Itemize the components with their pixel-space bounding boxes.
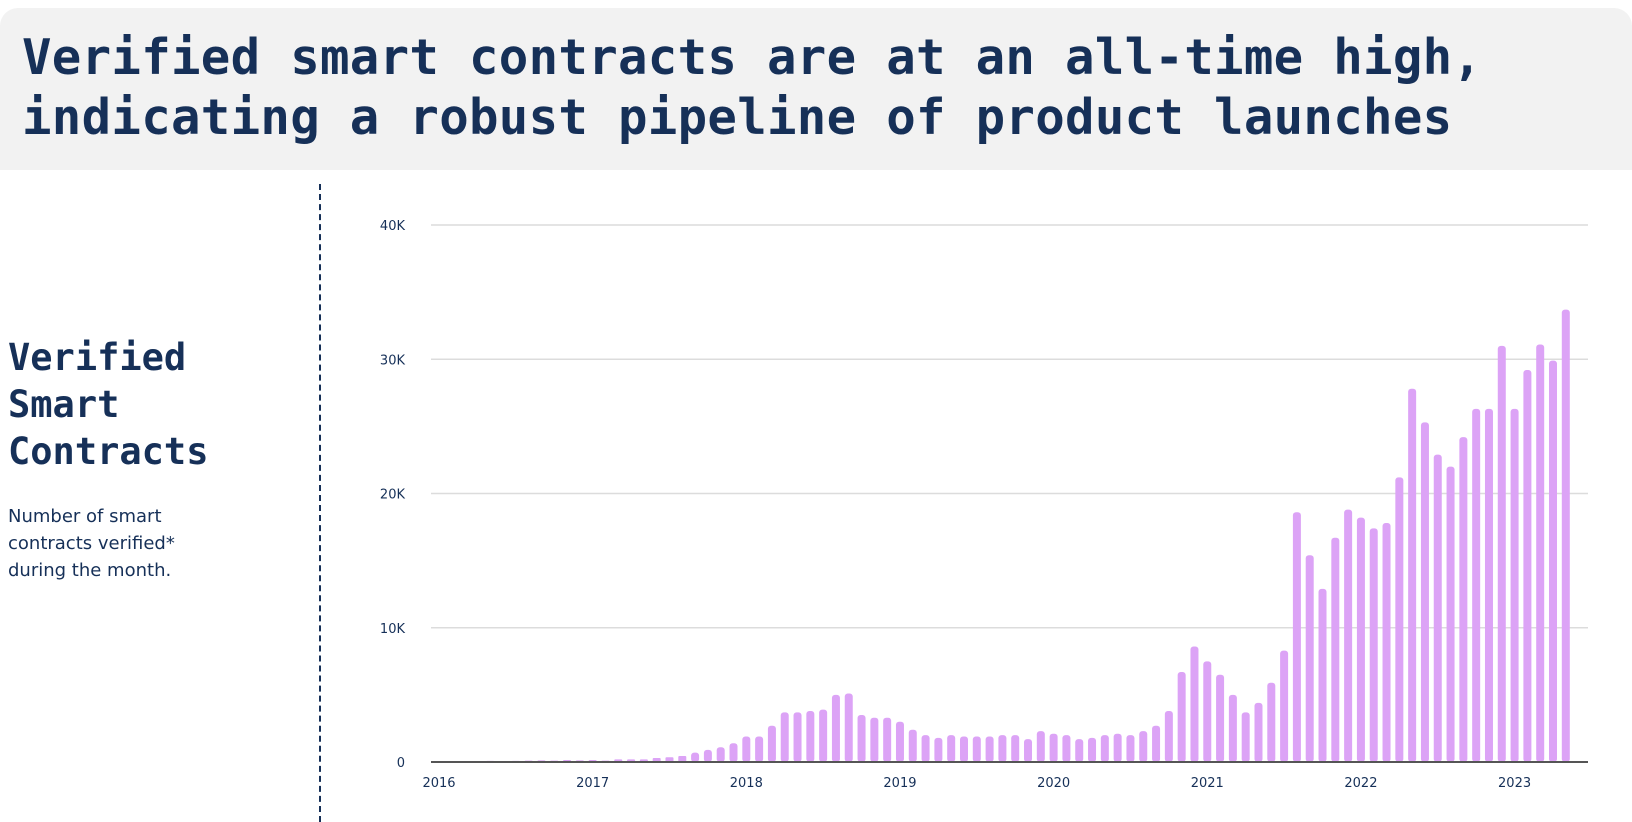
bar [1036, 731, 1045, 762]
x-tick-label: 2023 [1498, 776, 1531, 791]
bar [1241, 712, 1250, 762]
bar [1024, 739, 1033, 762]
bar-layer [473, 309, 1570, 762]
bar [857, 715, 866, 762]
bar [729, 743, 738, 762]
bar [703, 749, 712, 762]
side-description: Number of smart contracts verified* duri… [8, 506, 175, 581]
x-tick-label: 2021 [1191, 776, 1224, 791]
bar [1190, 646, 1199, 762]
bar [691, 752, 700, 762]
bar [1561, 309, 1570, 762]
bar [665, 757, 674, 762]
bar [831, 694, 840, 762]
bar [1280, 650, 1289, 762]
x-tick-label: 2022 [1344, 776, 1377, 791]
bar [908, 729, 917, 762]
y-tick-label: 40K [380, 219, 406, 234]
bar [1446, 466, 1455, 762]
bar [793, 712, 802, 762]
bar [1382, 523, 1391, 762]
bar [921, 735, 930, 762]
y-tick-label: 30K [380, 353, 406, 368]
bar [895, 721, 904, 762]
bar [844, 693, 853, 762]
bar [1433, 454, 1442, 762]
bar [985, 736, 994, 762]
bar [998, 735, 1007, 762]
bar [1139, 731, 1148, 762]
x-tick-label: 2018 [730, 776, 763, 791]
bar [806, 710, 815, 762]
bar [1549, 360, 1557, 762]
bar [1267, 682, 1276, 762]
bar [678, 755, 687, 762]
bar [1472, 408, 1481, 762]
bar [1536, 344, 1545, 762]
bar [1049, 733, 1058, 762]
bar [1164, 710, 1173, 762]
bar [1292, 512, 1301, 762]
bar [1203, 661, 1212, 762]
bar [652, 757, 661, 762]
y-tick-label: 0 [397, 756, 405, 771]
side-title: Verified Smart Contracts [8, 336, 209, 473]
bar [1331, 537, 1340, 762]
bar [1088, 737, 1097, 762]
bar [1356, 517, 1365, 762]
bar [1510, 408, 1519, 762]
dashed-divider [319, 184, 321, 822]
bar [1408, 388, 1417, 762]
bar [947, 735, 956, 762]
bar [1484, 408, 1493, 762]
bar [1062, 735, 1071, 762]
bar [1011, 735, 1020, 762]
bar [1305, 555, 1314, 762]
bar [1369, 528, 1378, 762]
bar [1100, 735, 1109, 762]
bar [1126, 735, 1135, 762]
grid-layer [431, 224, 1588, 629]
bar [742, 736, 751, 762]
headline-text: Verified smart contracts are at an all-t… [22, 29, 1483, 146]
bar [755, 736, 764, 762]
bar [1177, 672, 1186, 762]
y-tick-label: 20K [380, 488, 406, 503]
bar [1228, 694, 1237, 762]
x-tick-label: 2017 [576, 776, 609, 791]
bar [1075, 739, 1084, 762]
x-tick-label: 2019 [883, 776, 916, 791]
bar [1318, 588, 1327, 762]
x-tick-label: 2016 [422, 776, 455, 791]
headline-banner [0, 8, 1632, 170]
y-tick-label: 10K [380, 622, 406, 637]
bar [934, 737, 943, 762]
headline: Verified smart contracts are at an all-t… [22, 28, 1602, 148]
bar [1523, 369, 1532, 762]
bar [1152, 725, 1161, 762]
bar [1254, 702, 1263, 762]
bar [1459, 437, 1468, 762]
label-layer: 0 10K 20K 30K 40K 2016 2017 2018 2019 2020 2021 202… [380, 219, 1531, 791]
bar [870, 717, 879, 762]
bar [1420, 422, 1429, 762]
bar [959, 736, 968, 762]
bar [819, 709, 828, 762]
bar [1216, 674, 1225, 762]
bar [767, 725, 776, 762]
bar [1395, 477, 1404, 762]
bar [780, 712, 789, 762]
bar [883, 717, 892, 762]
bar [972, 736, 981, 762]
x-tick-label: 2020 [1037, 776, 1070, 791]
bar [1113, 733, 1122, 762]
bar [1344, 509, 1353, 762]
bar [716, 747, 725, 762]
bar [1497, 345, 1506, 762]
